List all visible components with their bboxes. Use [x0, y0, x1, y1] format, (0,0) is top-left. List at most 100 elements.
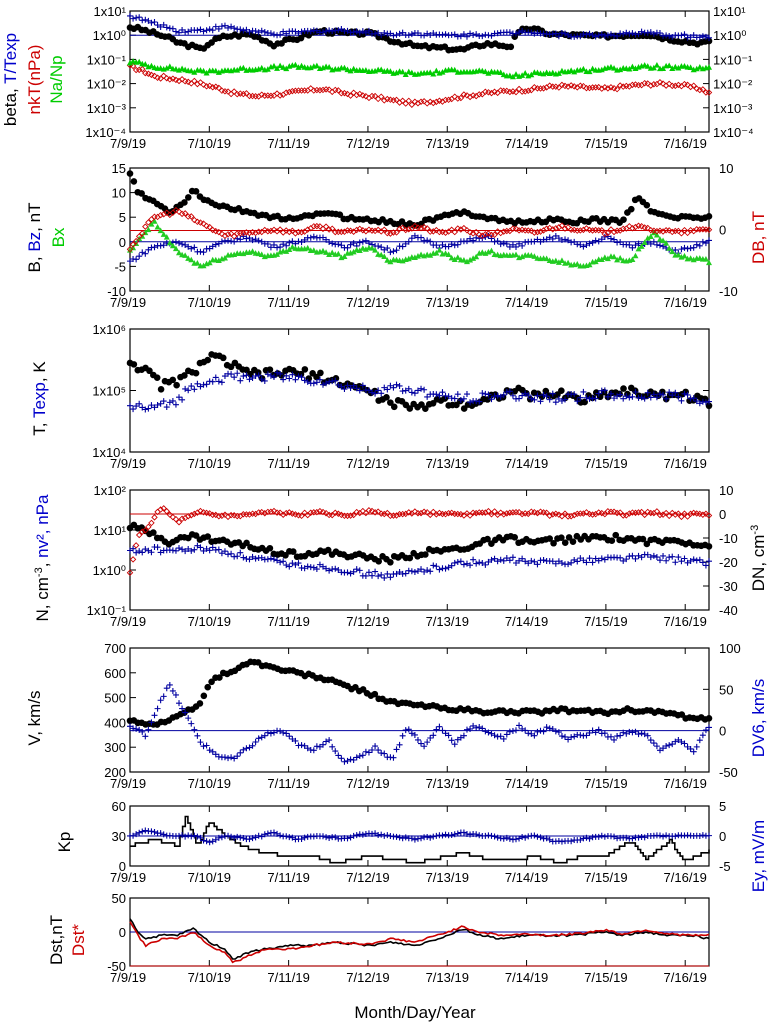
- point-Texp: [372, 390, 379, 397]
- point-DV6: [289, 735, 296, 742]
- point-DV6: [543, 724, 550, 731]
- point-DB: [298, 228, 305, 236]
- point-Texp: [626, 394, 633, 401]
- point-Ey: [430, 833, 437, 840]
- y-tick-label-right: 1x10⁻¹: [713, 52, 753, 67]
- point-DN: [301, 509, 308, 517]
- point-DV6: [341, 758, 348, 765]
- point-nkT: [200, 81, 207, 88]
- point-N: [612, 531, 620, 539]
- point-Bz: [258, 238, 265, 245]
- x-tick-label: 7/10/19: [188, 456, 231, 471]
- point-nkT: [399, 97, 406, 105]
- point-Bx: [558, 257, 565, 263]
- point-Texp: [656, 391, 663, 398]
- point-DV6: [136, 726, 143, 733]
- point-Texp: [414, 387, 421, 394]
- point-DV6: [304, 745, 311, 752]
- point-nv2: [258, 554, 265, 561]
- point-DB: [626, 222, 633, 230]
- point-T: [146, 367, 153, 375]
- point-DB: [132, 237, 140, 245]
- point-nv2: [488, 556, 495, 563]
- point-Bx: [329, 249, 336, 256]
- point-Na/Np: [555, 70, 562, 76]
- point-Ey: [418, 835, 425, 842]
- point-DN: [286, 509, 293, 516]
- point-nkT: [350, 89, 357, 96]
- point-Bz: [690, 244, 697, 251]
- point-Ey: [359, 831, 366, 838]
- point-Bx: [598, 256, 605, 262]
- point-Texp: [638, 394, 645, 401]
- point-nkT: [203, 83, 210, 90]
- point-nkT: [283, 89, 290, 96]
- point-T/Texp: [549, 31, 556, 38]
- y2-tick-label: -10: [719, 531, 738, 546]
- point-DV6: [601, 730, 608, 737]
- point-DV6: [513, 727, 519, 734]
- point-T/Texp: [405, 32, 412, 39]
- point-Ey: [255, 832, 262, 839]
- point-N: [561, 539, 569, 547]
- point-Texp: [509, 392, 516, 399]
- point-DN: [638, 508, 645, 516]
- point-Ey: [350, 832, 357, 839]
- point-T/Texp: [335, 27, 342, 34]
- point-T/Texp: [182, 29, 189, 36]
- point-Bz: [534, 236, 541, 243]
- point-DB: [598, 227, 606, 234]
- point-Texp: [408, 389, 415, 396]
- point-nv2: [675, 554, 682, 561]
- point-Texp: [418, 385, 425, 392]
- point-DV6: [249, 742, 256, 749]
- point-Bz: [467, 235, 474, 242]
- point-Bz: [399, 243, 406, 250]
- point-DV6: [568, 734, 575, 741]
- point-nkT: [417, 98, 425, 105]
- point-Ey: [332, 834, 339, 841]
- point-T/Texp: [307, 28, 314, 35]
- point-Ey: [353, 832, 360, 839]
- point-nv2: [638, 554, 645, 561]
- point-Na/Np: [313, 62, 320, 69]
- point-Texp: [706, 398, 712, 405]
- point-nv2: [323, 565, 330, 572]
- point-DV6: [647, 737, 654, 744]
- point-Na/Np: [522, 70, 529, 76]
- point-DN: [433, 511, 440, 518]
- point-Texp: [690, 395, 697, 402]
- point-DV6: [176, 700, 183, 707]
- point-Ey: [136, 829, 143, 836]
- point-Ey: [234, 833, 241, 840]
- point-nv2: [436, 566, 443, 573]
- point-Bx: [151, 218, 158, 224]
- point-DV6: [534, 728, 541, 735]
- point-Bx: [200, 262, 207, 269]
- point-Bz: [660, 243, 667, 250]
- point-nv2: [179, 546, 186, 553]
- point-T/Texp: [519, 27, 526, 34]
- point-Ey: [635, 834, 642, 841]
- point-nv2: [601, 556, 608, 563]
- point-Texp: [335, 381, 342, 388]
- point-Texp: [433, 391, 440, 398]
- point-nkT: [356, 90, 363, 98]
- point-Bz: [506, 243, 513, 250]
- point-DV6: [243, 745, 250, 752]
- point-nkT: [531, 84, 538, 91]
- point-Na/Np: [341, 64, 348, 71]
- point-DN: [589, 511, 596, 518]
- y-tick-label: 400: [104, 715, 126, 730]
- point-DB: [417, 224, 425, 232]
- point-T/Texp: [660, 32, 667, 39]
- point-T/Texp: [292, 28, 299, 35]
- point-DB: [172, 206, 180, 214]
- point-T/Texp: [678, 32, 685, 39]
- y-tick-label: 1x10⁶: [92, 322, 126, 337]
- point-Ey: [261, 831, 268, 838]
- point-DV6: [516, 722, 523, 729]
- point-Bz: [347, 241, 354, 248]
- point-DB: [678, 230, 685, 237]
- point-DV6: [666, 742, 673, 749]
